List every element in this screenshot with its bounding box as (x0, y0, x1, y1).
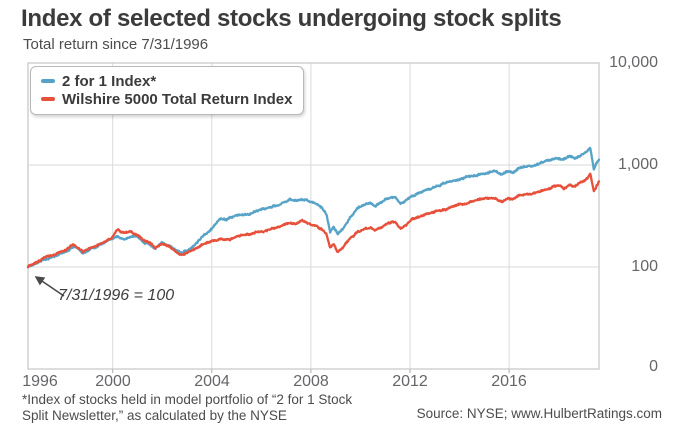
source-note: Source: NYSE; www.HulbertRatings.com (416, 406, 662, 421)
footnote-line-2: Split Newsletter,” as calculated by the … (22, 408, 287, 423)
footnote-line-1: *Index of stocks held in model portfolio… (22, 392, 353, 407)
legend-label-wilshire: Wilshire 5000 Total Return Index (62, 90, 293, 108)
x-axis-label-2016: 2016 (491, 373, 527, 390)
legend-label-2for1: 2 for 1 Index* (62, 72, 157, 90)
series-line-wilshire (26, 172, 601, 269)
legend-item-wilshire: Wilshire 5000 Total Return Index (41, 90, 292, 108)
y-axis-label-1000: 1,000 (617, 156, 658, 173)
legend-item-2for1: 2 for 1 Index* (41, 72, 292, 90)
legend-swatch-2for1-icon (41, 79, 55, 83)
footnote: *Index of stocks held in model portfolio… (22, 392, 352, 424)
x-axis-label-2004: 2004 (194, 373, 230, 390)
chart-title: Index of selected stocks undergoing stoc… (21, 5, 562, 32)
x-axis-label-1996: 1996 (22, 373, 58, 390)
legend-swatch-wilshire-icon (41, 97, 55, 101)
y-axis-label-0: 0 (649, 358, 658, 375)
legend: 2 for 1 Index* Wilshire 5000 Total Retur… (30, 66, 305, 115)
y-axis-label-100: 100 (631, 258, 658, 275)
plot-border (27, 62, 600, 370)
y-axis-label-10000: 10,000 (609, 54, 658, 71)
x-axis-label-2012: 2012 (392, 373, 428, 390)
base-value-annotation: 7/31/1996 = 100 (58, 287, 175, 304)
annotation-arrow-icon (34, 276, 65, 297)
chart-subtitle: Total return since 7/31/1996 (23, 36, 209, 53)
series-line-2for1 (26, 146, 601, 269)
x-axis-label-2008: 2008 (293, 373, 329, 390)
x-axis-label-2000: 2000 (95, 373, 131, 390)
